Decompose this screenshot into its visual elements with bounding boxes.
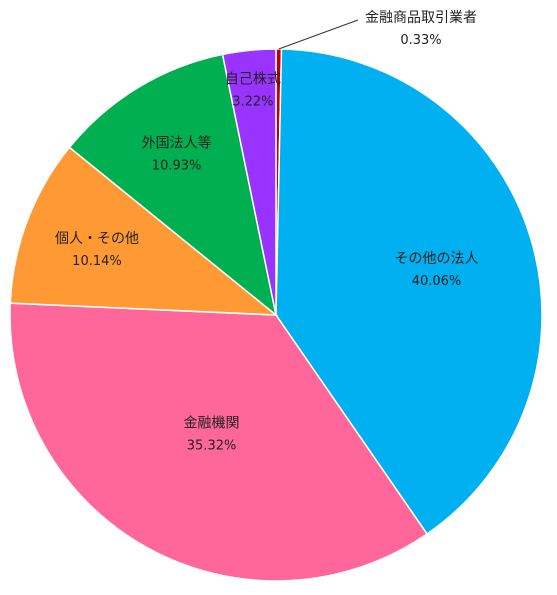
- pie-slice-4: [68, 53, 278, 317]
- slice-label-name-3: 個人・その他: [55, 231, 139, 247]
- slice-label-value-0: 0.33%: [400, 33, 441, 48]
- slice-label-value-3: 10.14%: [72, 254, 122, 269]
- slice-label-name-1: その他の法人: [395, 251, 479, 267]
- pie-labels: 金融商品取引業者 0.33% その他の法人 40.06% 金融機関 35.32% 個人・その…: [55, 10, 479, 453]
- pie-slice-5: [221, 48, 277, 316]
- pie-slice-1: [275, 48, 543, 536]
- slice-label-value-5: 3.22%: [232, 94, 273, 109]
- slice-label-value-1: 40.06%: [412, 274, 462, 289]
- pie-slice-2: [9, 302, 429, 582]
- slice-label-value-4: 10.93%: [152, 158, 202, 173]
- pie-slices: [9, 48, 543, 582]
- leader-lines: [278, 19, 359, 50]
- slice-label-name-5: 自己株式: [225, 71, 281, 87]
- pie-slice-3: [9, 146, 279, 316]
- slice-label-name-4: 外国法人等: [142, 134, 212, 151]
- slice-label-name-2: 金融機関: [184, 415, 240, 431]
- slice-label-value-2: 35.32%: [187, 438, 237, 453]
- slice-label-name-0: 金融商品取引業者: [365, 10, 477, 26]
- leader-line-0: [278, 19, 359, 50]
